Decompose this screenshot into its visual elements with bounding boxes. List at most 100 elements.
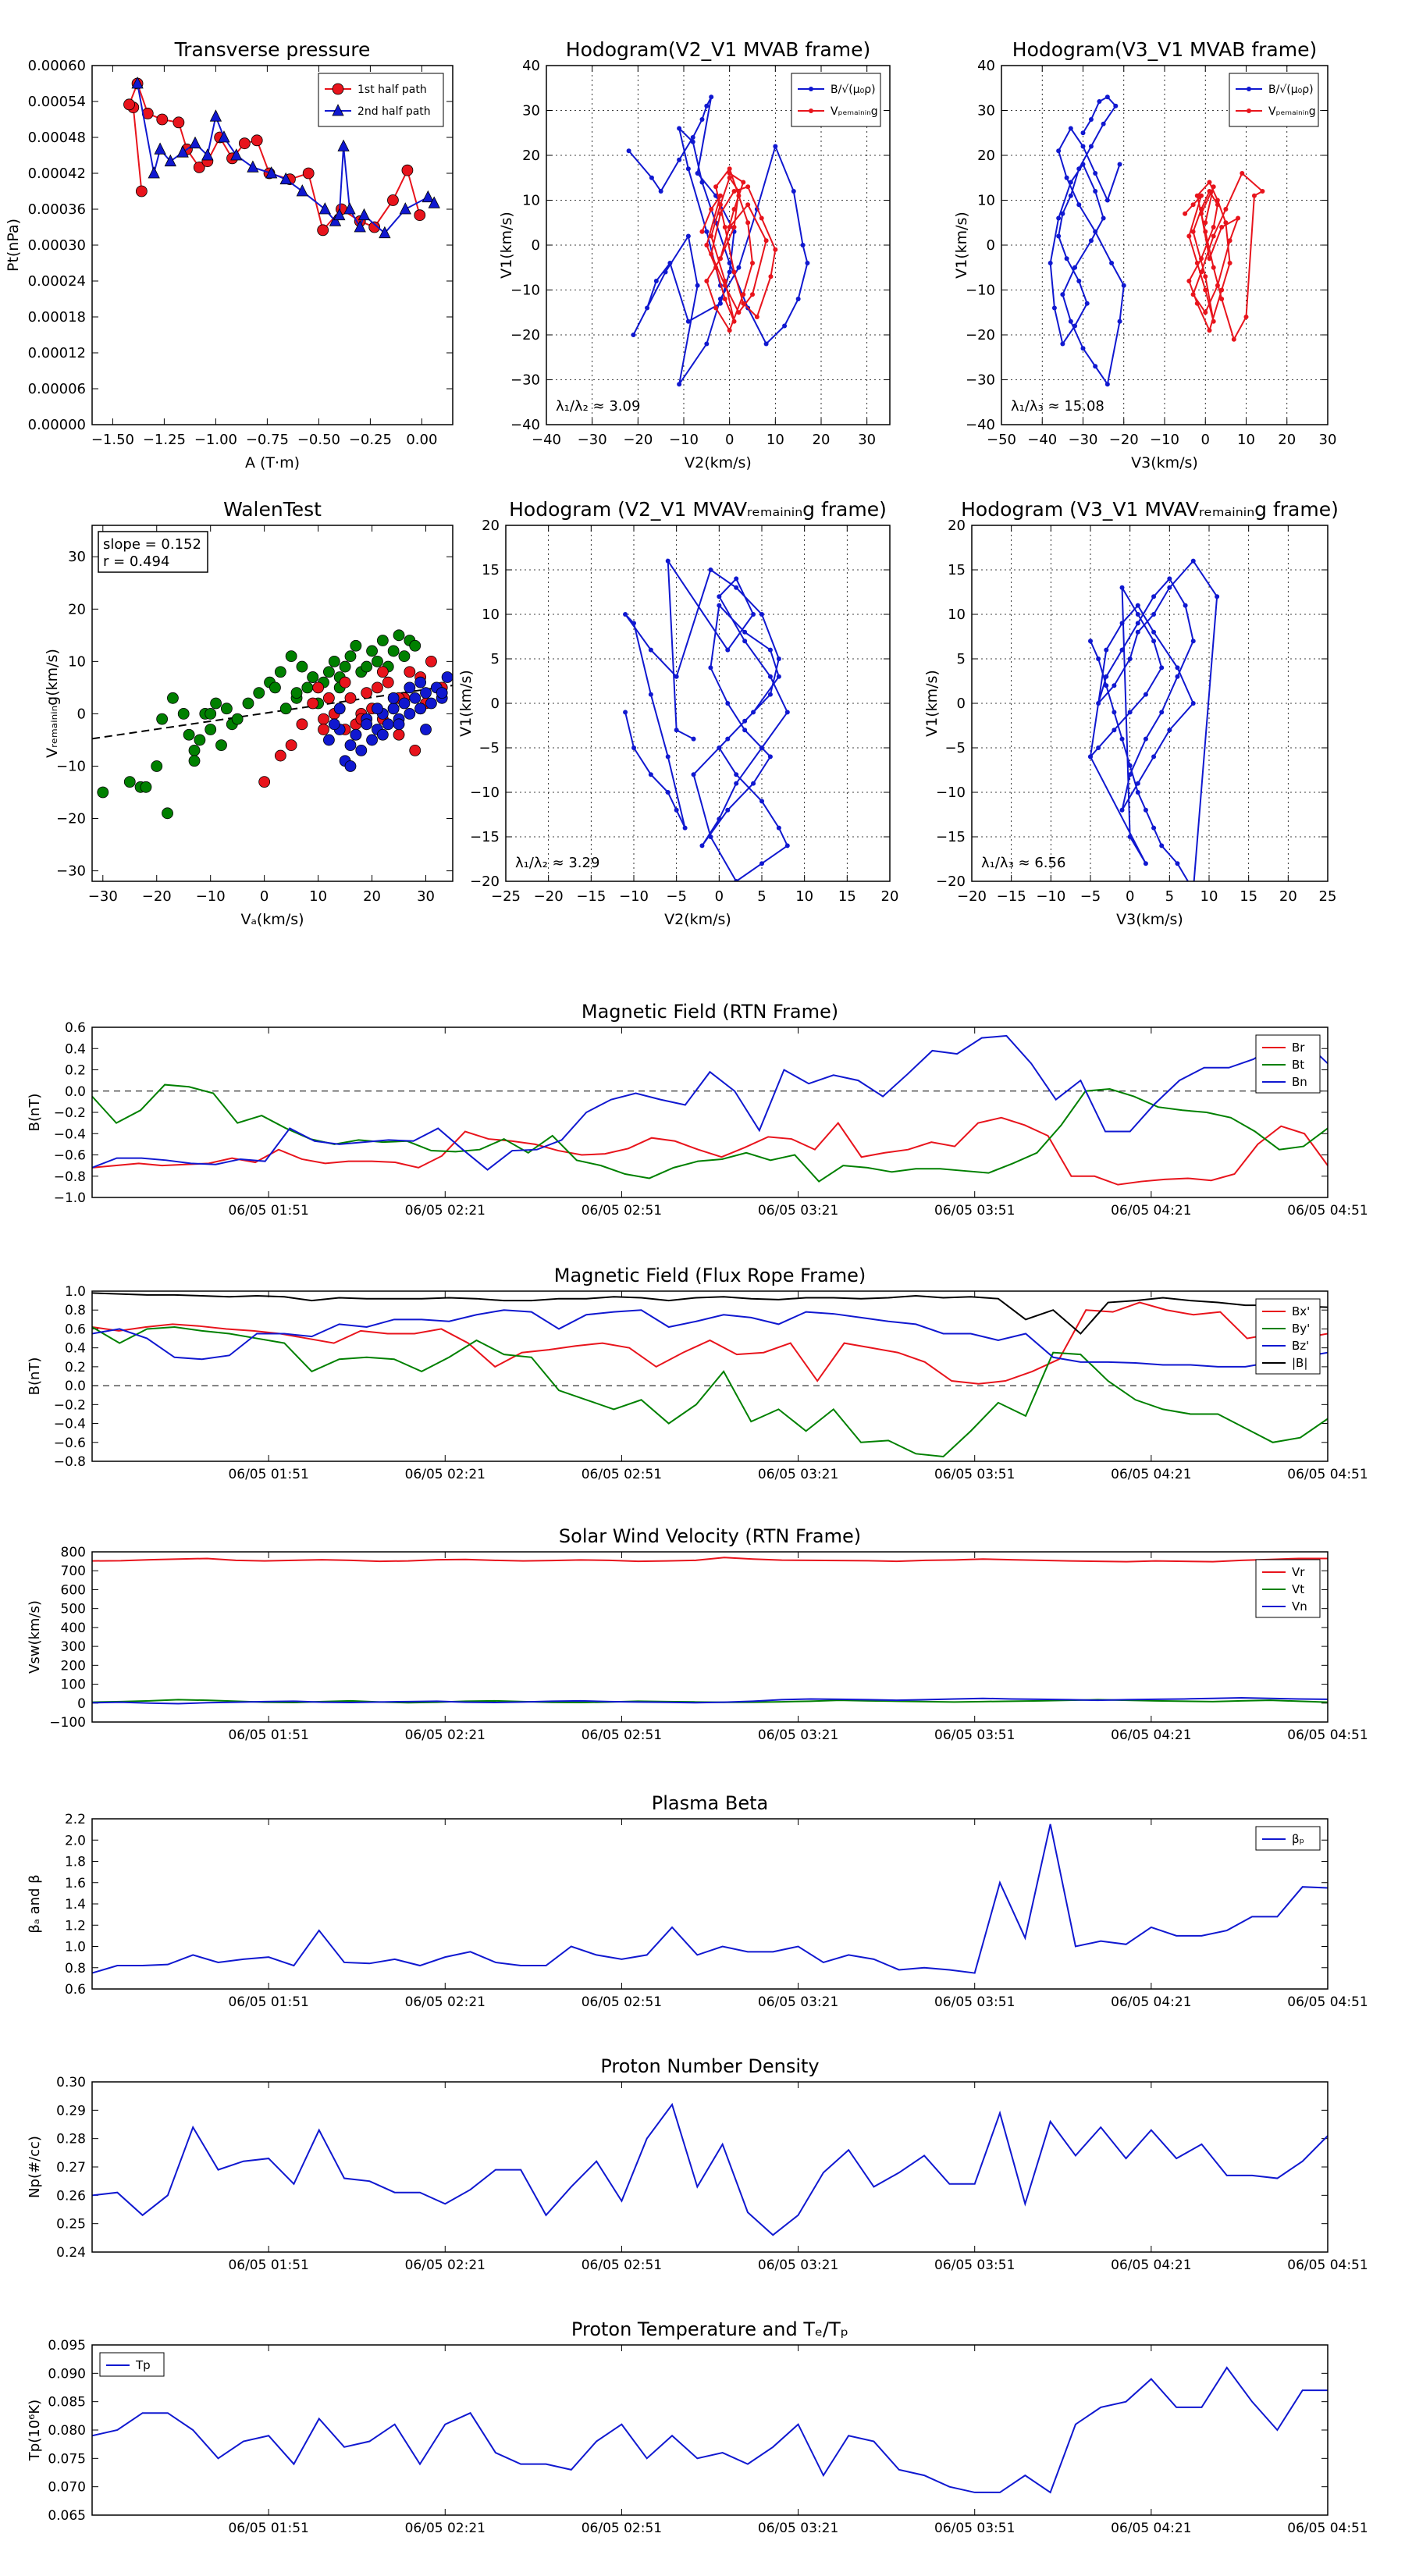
hod21-xtick-label: 30	[858, 432, 876, 448]
hod21-marker-point	[750, 261, 755, 265]
walen-marker-circle	[420, 687, 432, 699]
panel-hodr21: Hodogram (V2_V1 MVAVᵣₑₘₐᵢₙᵢₙg frame)−25−…	[457, 498, 898, 928]
vsw-legend-label: Vt	[1292, 1582, 1304, 1596]
walen-marker-circle	[323, 666, 335, 678]
hod21-series-line	[628, 96, 809, 385]
hodr21-marker-point	[751, 612, 756, 617]
hod31-marker-point	[1227, 261, 1232, 265]
tp-ylabel: Tp(10⁶K)	[27, 2400, 43, 2461]
hodr31-marker-point	[1151, 754, 1157, 760]
np-ytick-label: 0.25	[56, 2217, 86, 2233]
hodr21-marker-point	[759, 861, 764, 866]
hod31-marker-point	[1211, 233, 1216, 239]
hod31-marker-point	[1203, 287, 1208, 293]
vsw-ytick-label: −100	[49, 1715, 86, 1731]
hodr31-ytick-label: 10	[948, 607, 966, 623]
pt-marker-circle	[401, 164, 414, 176]
hod21-legend-marker-point	[809, 87, 813, 91]
tp-xtick-label: 06/05 04:21	[1111, 2521, 1191, 2536]
hodr31-annotation: λ₁/λ₃ ≈ 6.56	[981, 855, 1065, 871]
pt-ytick-label: 0.00036	[28, 201, 86, 218]
hodr31-marker-point	[1088, 639, 1093, 644]
hod21-marker-point	[736, 193, 742, 198]
walen-marker-circle	[323, 734, 335, 746]
walen-marker-circle	[97, 786, 109, 799]
np-xtick-label: 06/05 04:21	[1111, 2258, 1191, 2273]
tp-data	[92, 2366, 1328, 2494]
beta-ytick-label: 1.4	[65, 1897, 86, 1912]
hod21-xtick-label: 0	[725, 432, 734, 448]
hod31-marker-point	[1056, 233, 1062, 239]
hodr21-ytick-label: 15	[482, 562, 500, 578]
brtn-ytick-label: −0.6	[54, 1148, 86, 1164]
hodr31-marker-point	[1159, 665, 1165, 671]
hod31-ytick-label: 0	[987, 237, 995, 254]
hodr21-ylabel: V1(km/s)	[457, 670, 475, 737]
hod21-xtick-label: 10	[767, 432, 784, 448]
hod21-marker-point	[736, 189, 742, 194]
walen-marker-circle	[274, 749, 286, 762]
hod21-marker-point	[763, 238, 769, 244]
pt-marker-circle	[193, 161, 205, 173]
hod21-xlabel: V2(km/s)	[685, 454, 752, 471]
hodr31-marker-point	[1135, 781, 1140, 786]
hod31-marker-point	[1219, 297, 1225, 301]
vsw-xtick-label: 06/05 03:51	[934, 1727, 1015, 1743]
beta-ytick-label: 1.2	[65, 1918, 86, 1934]
hod31-marker-point	[1048, 261, 1053, 265]
hod21-marker-point	[645, 305, 650, 311]
pt-ytick-label: 0.00030	[28, 237, 86, 254]
hodr31-marker-point	[1143, 861, 1148, 866]
brtn-xtick-label: 06/05 04:51	[1287, 1203, 1368, 1219]
bfr-ytick-label: −0.2	[54, 1397, 86, 1413]
hod21-xtick-label: −40	[532, 432, 561, 448]
hodr21-marker-point	[784, 843, 790, 849]
hodr21-marker-point	[665, 790, 670, 795]
hod21-ytick-label: 0	[532, 237, 540, 254]
hod31-marker-point	[1064, 175, 1069, 180]
hodr31-marker-point	[1104, 674, 1109, 679]
hod31-marker-point	[1113, 103, 1119, 109]
walen-marker-circle	[318, 724, 329, 735]
hod21-marker-point	[667, 261, 673, 265]
hod31-marker-point	[1211, 225, 1216, 229]
np-xtick-label: 06/05 03:51	[934, 2258, 1015, 2273]
hod21-marker-point	[717, 256, 723, 262]
pt-marker-circle	[173, 116, 185, 129]
hod21-marker-point	[649, 175, 654, 180]
walen-marker-circle	[167, 692, 179, 704]
hod31-title: Hodogram(V3_V1 MVAB frame)	[1012, 38, 1317, 61]
walen-marker-circle	[253, 687, 265, 699]
brtn-xtick-label: 06/05 01:51	[228, 1203, 308, 1219]
hod31-marker-point	[1199, 256, 1204, 262]
vsw-xtick-label: 06/05 04:51	[1287, 1727, 1368, 1743]
hodr21-marker-point	[742, 718, 748, 724]
hodr21-series-line	[624, 558, 789, 881]
hod31-marker-point	[1240, 171, 1245, 176]
hod31-marker-point	[1211, 265, 1216, 270]
beta-xtick-label: 06/05 03:51	[934, 1994, 1015, 2010]
hod31-marker-point	[1243, 315, 1249, 319]
hodr21-marker-point	[708, 665, 713, 671]
walen-marker-circle	[215, 739, 227, 752]
walen-marker-circle	[350, 639, 362, 652]
hodr31-marker-point	[1151, 594, 1157, 600]
walen-marker-circle	[409, 639, 422, 652]
hod21-marker-point	[626, 148, 631, 154]
hod21-xtick-label: 20	[813, 432, 831, 448]
walen-marker-circle	[151, 760, 163, 772]
np-xtick-label: 06/05 04:51	[1287, 2258, 1368, 2273]
hod31-legend	[1229, 73, 1319, 127]
np-xtick-label: 06/05 03:21	[758, 2258, 838, 2273]
hod21-marker-point	[699, 117, 705, 122]
walen-marker-circle	[398, 650, 411, 663]
walen-marker-circle	[372, 681, 383, 694]
bfr-series-line	[92, 1309, 1328, 1368]
hod31-marker-point	[1093, 171, 1098, 176]
pt-title: Transverse pressure	[174, 38, 371, 61]
hod21-marker-point	[690, 139, 695, 144]
beta-xtick-label: 06/05 04:51	[1287, 1994, 1368, 2010]
walen-marker-circle	[307, 697, 319, 710]
brtn-xtick-label: 06/05 03:51	[934, 1203, 1015, 1219]
